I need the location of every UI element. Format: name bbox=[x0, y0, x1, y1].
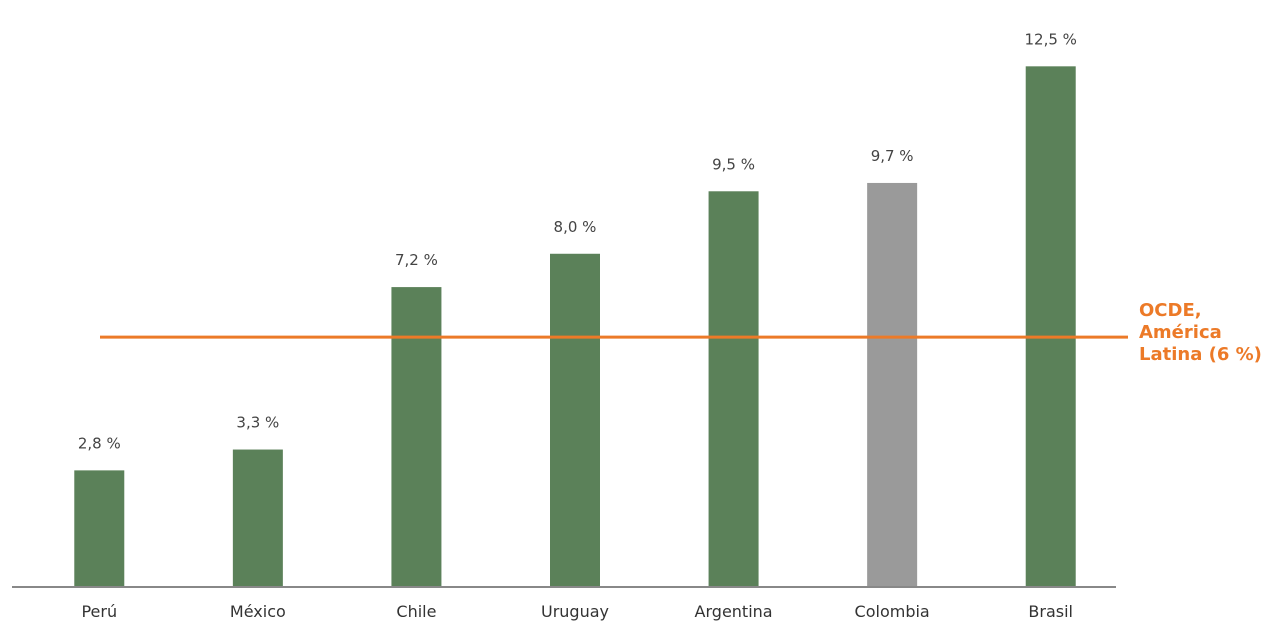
category-label-uruguay: Uruguay bbox=[541, 602, 609, 621]
reference-label-line-3: Latina (6 %) bbox=[1139, 344, 1262, 365]
value-label-mexico: 3,3 % bbox=[236, 414, 279, 432]
bar-argentina bbox=[708, 191, 759, 588]
bars-group bbox=[74, 66, 1076, 588]
category-label-colombia: Colombia bbox=[855, 602, 930, 621]
bar-colombia bbox=[867, 182, 918, 587]
category-label-mexico: México bbox=[230, 602, 286, 621]
value-labels-group: 2,8 % 3,3 % 7,2 % 8,0 % 9,5 % 9,7 % 12,5 % bbox=[78, 30, 1077, 452]
bar-peru bbox=[74, 470, 125, 587]
value-label-brasil: 12,5 % bbox=[1025, 30, 1077, 48]
value-label-chile: 7,2 % bbox=[395, 251, 438, 269]
reference-label-line-1: OCDE, bbox=[1139, 300, 1202, 321]
category-label-argentina: Argentina bbox=[695, 602, 773, 621]
bar-uruguay bbox=[550, 253, 600, 588]
category-label-peru: Perú bbox=[81, 602, 117, 621]
reference-line-label: OCDE, América Latina (6 %) bbox=[1139, 300, 1262, 365]
category-labels-group: Perú México Chile Uruguay Argentina Colombia B… bbox=[81, 602, 1073, 621]
value-label-argentina: 9,5 % bbox=[712, 155, 755, 173]
category-label-brasil: Brasil bbox=[1028, 602, 1073, 621]
bar-chile bbox=[391, 287, 442, 587]
reference-label-line-2: América bbox=[1139, 322, 1222, 343]
value-label-colombia: 9,7 % bbox=[871, 147, 914, 165]
bar-brasil bbox=[1025, 66, 1076, 588]
value-label-peru: 2,8 % bbox=[78, 434, 121, 452]
category-label-chile: Chile bbox=[396, 602, 436, 621]
bar-mexico bbox=[232, 449, 283, 587]
value-label-uruguay: 8,0 % bbox=[554, 218, 597, 236]
